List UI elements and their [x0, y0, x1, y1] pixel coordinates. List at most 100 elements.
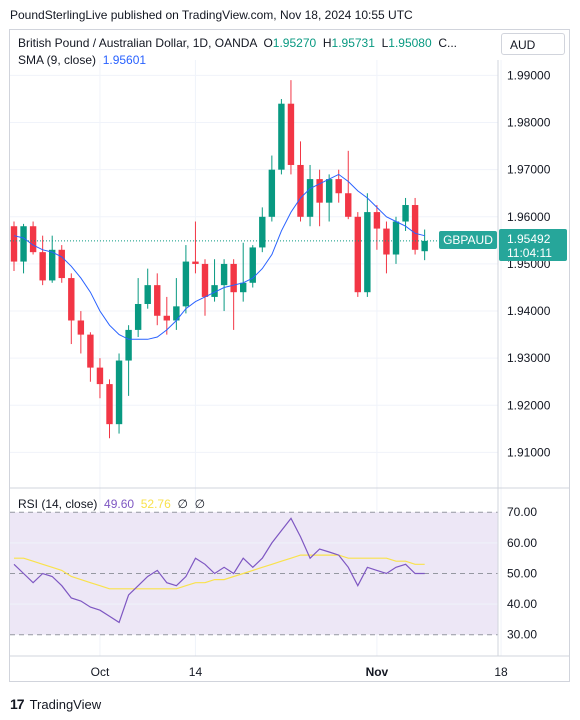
- rsi-axis[interactable]: 70.00 60.00 50.00 40.00 30.00: [507, 505, 537, 641]
- candle: [58, 245, 65, 283]
- rsi-label: RSI (14, close): [18, 497, 98, 511]
- candle: [306, 164, 314, 227]
- candle-body: [20, 226, 27, 262]
- rsi-na-1: ∅: [177, 497, 188, 511]
- price-tick-label: 1.99000: [507, 68, 551, 82]
- price-tag-countdown: 11:04:11: [507, 246, 552, 260]
- candle: [230, 259, 237, 330]
- candle-body: [240, 282, 247, 293]
- candle: [20, 223, 27, 274]
- candle: [392, 216, 400, 264]
- candle-body: [106, 384, 113, 425]
- candle-body: [287, 103, 295, 165]
- candle: [10, 221, 18, 271]
- time-tick-label: 18: [494, 665, 508, 679]
- price-tick-label: 1.91000: [507, 445, 551, 459]
- candle-body: [125, 329, 132, 361]
- price-tick-label: 1.93000: [507, 351, 551, 365]
- low-label: L: [381, 36, 389, 50]
- candle-body: [316, 179, 323, 203]
- candle: [115, 353, 123, 434]
- symbol-title[interactable]: British Pound / Australian Dollar, 1D, O…: [18, 36, 257, 50]
- candle: [325, 174, 333, 222]
- tradingview-mark-icon: 17: [10, 696, 25, 712]
- symbol-price-tag: GBPAUD 1.95492 11:04:11: [439, 229, 567, 261]
- time-tick-label: 14: [189, 665, 203, 679]
- candle-body: [268, 169, 276, 217]
- candles: [10, 80, 428, 439]
- publisher-line: PoundSterlingLive published on TradingVi…: [10, 8, 413, 22]
- candle: [144, 268, 151, 309]
- candle-body: [58, 249, 65, 279]
- candle-body: [68, 278, 75, 321]
- currency-selector[interactable]: AUD: [501, 33, 565, 55]
- candle-body: [220, 263, 228, 286]
- time-axis[interactable]: Oct 14 Nov 18: [91, 665, 508, 679]
- candle: [173, 278, 180, 330]
- close-label: C...: [438, 36, 458, 50]
- candle-body: [259, 216, 266, 248]
- rsi-ma-line: [14, 554, 425, 590]
- candle: [316, 169, 323, 227]
- candle-body: [306, 179, 314, 217]
- candle: [220, 259, 228, 312]
- candle: [240, 242, 247, 302]
- candle: [96, 358, 104, 399]
- rsi-na-2: ∅: [194, 497, 206, 511]
- candle: [49, 235, 56, 283]
- candle: [402, 197, 409, 231]
- price-axis[interactable]: 1.990001.980001.970001.960001.950001.940…: [507, 68, 551, 459]
- candle: [383, 221, 390, 274]
- candle-body: [383, 228, 390, 255]
- candle: [106, 379, 113, 439]
- candle-body: [39, 252, 46, 281]
- candle: [411, 197, 419, 255]
- candle: [201, 259, 209, 316]
- candle-body: [411, 205, 419, 250]
- tradingview-name: TradingView: [29, 696, 102, 712]
- low-value: 1.95080: [388, 36, 432, 50]
- tradingview-logo[interactable]: 17 TradingView: [10, 696, 101, 712]
- chart-frame: [9, 29, 570, 682]
- candle-body: [144, 285, 151, 304]
- sma-value: 1.95601: [102, 53, 147, 67]
- rsi-tick-label: 70.00: [507, 505, 537, 519]
- symbol-tag-box: [439, 231, 497, 249]
- rsi-ma-value: 52.76: [140, 497, 171, 511]
- candle: [163, 296, 170, 335]
- sma-line: [13, 173, 425, 340]
- candle-body: [278, 103, 285, 170]
- candle-body: [421, 240, 428, 252]
- candle-body: [96, 367, 104, 385]
- candle: [68, 273, 75, 345]
- candle: [287, 80, 295, 175]
- rsi-legend[interactable]: RSI (14, close) 49.60 52.76 ∅ ∅: [18, 497, 205, 511]
- price-tick-label: 1.94000: [507, 304, 551, 318]
- rsi-tick-label: 30.00: [507, 628, 537, 642]
- candle: [77, 311, 85, 354]
- candle: [154, 273, 161, 326]
- candle-body: [230, 263, 237, 293]
- time-tick-label: Oct: [91, 665, 110, 679]
- candle-body: [335, 179, 342, 194]
- candle: [192, 221, 199, 274]
- candle: [278, 98, 285, 175]
- symbol-tag-label: GBPAUD: [443, 233, 493, 247]
- candle: [249, 245, 256, 288]
- sma-legend[interactable]: SMA (9, close) 1.95601: [18, 53, 146, 67]
- price-tick-label: 1.92000: [507, 398, 551, 412]
- open-value: 1.95270: [272, 36, 317, 50]
- candle: [134, 278, 142, 337]
- candle: [335, 169, 342, 203]
- candle: [345, 150, 352, 220]
- rsi-line: [13, 517, 425, 624]
- candle: [354, 212, 361, 297]
- price-tag-value: 1.95492: [507, 232, 551, 246]
- sma-label: SMA (9, close): [18, 53, 97, 67]
- candle: [182, 245, 190, 314]
- candle: [259, 207, 266, 253]
- rsi-tick-label: 50.00: [507, 566, 537, 580]
- price-tick-label: 1.97000: [507, 163, 551, 177]
- candle: [125, 325, 132, 396]
